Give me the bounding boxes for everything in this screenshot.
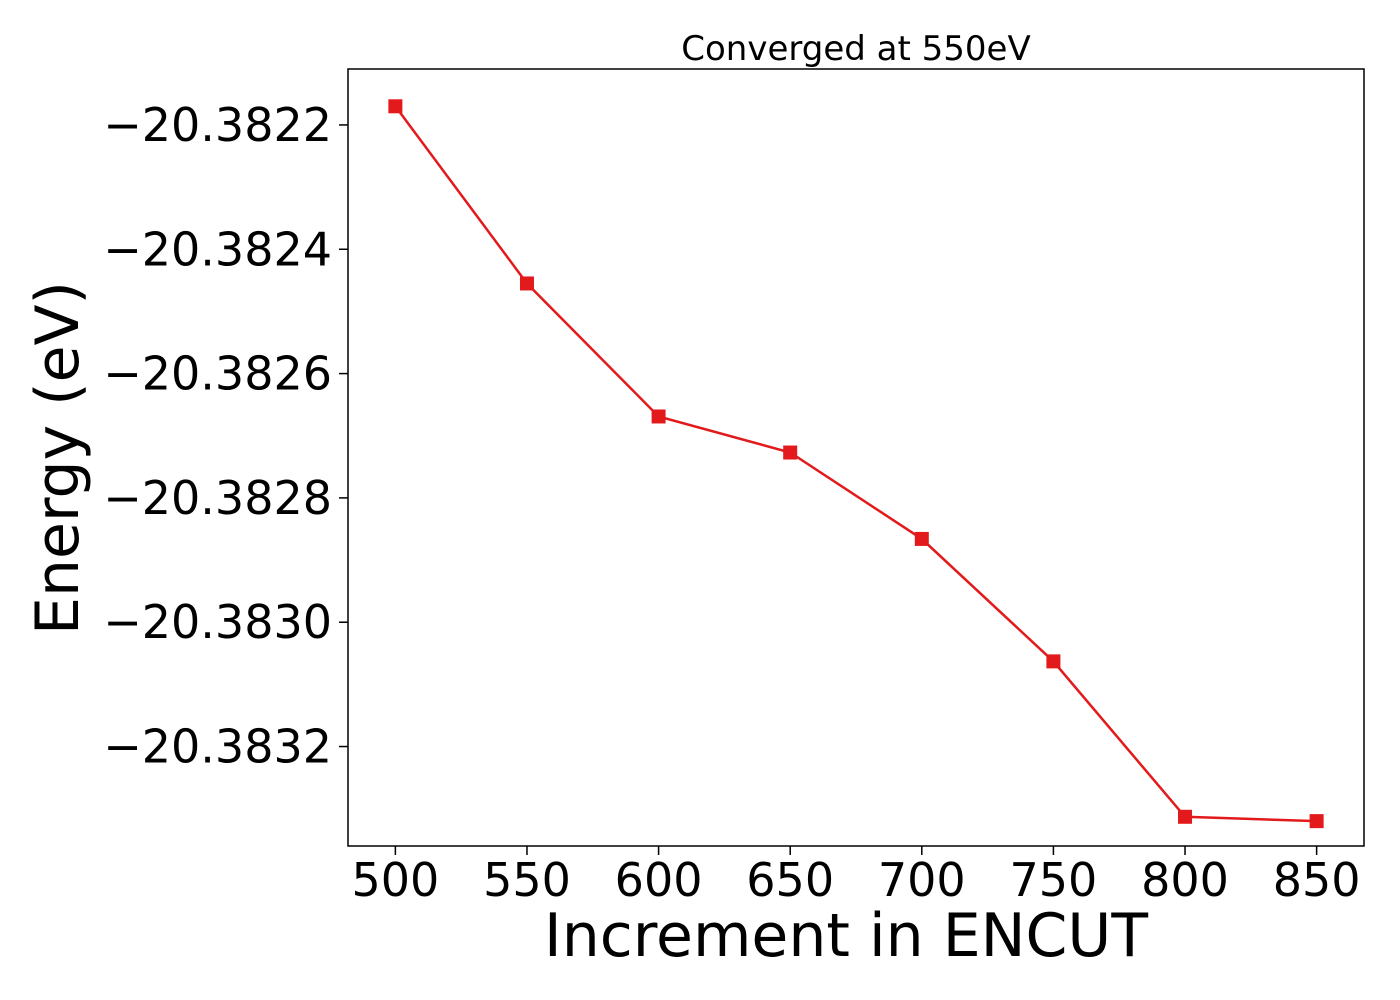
x-axis-title: Increment in ENCUT xyxy=(544,901,1148,971)
y-tick-label: −20.3828 xyxy=(103,471,332,525)
y-tick-label: −20.3832 xyxy=(103,720,332,774)
plot-area-frame xyxy=(347,68,1365,847)
x-axis: 500 550 600 650 700 750 800 850 xyxy=(351,846,1361,907)
data-point-marker xyxy=(1046,654,1061,669)
series-line xyxy=(394,105,1317,823)
x-tick-label: 650 xyxy=(746,853,834,907)
data-point-marker xyxy=(783,445,798,460)
data-point-marker xyxy=(651,409,666,424)
data-point-marker xyxy=(519,276,534,291)
data-point-marker xyxy=(1309,814,1324,829)
x-tick-label: 850 xyxy=(1273,853,1361,907)
y-axis: −20.3822 −20.3824 −20.3826 −20.3828 −20.3830… xyxy=(103,98,348,774)
data-point-marker xyxy=(388,99,403,114)
x-tick-label: 600 xyxy=(615,853,703,907)
y-tick-label: −20.3822 xyxy=(103,98,332,152)
y-tick-label: −20.3826 xyxy=(103,347,332,401)
chart-title: Converged at 550eV xyxy=(681,29,1030,69)
x-tick-label: 500 xyxy=(351,853,439,907)
x-tick-label: 800 xyxy=(1141,853,1229,907)
y-tick-label: −20.3830 xyxy=(103,595,332,649)
y-axis-title: Energy (eV) xyxy=(23,281,93,635)
series-layer xyxy=(388,99,1324,829)
data-point-marker xyxy=(1178,809,1193,824)
y-tick-label: −20.3824 xyxy=(103,222,332,276)
data-point-marker xyxy=(914,531,929,546)
x-tick-label: 550 xyxy=(483,853,571,907)
x-tick-label: 750 xyxy=(1010,853,1098,907)
x-tick-label: 700 xyxy=(878,853,966,907)
